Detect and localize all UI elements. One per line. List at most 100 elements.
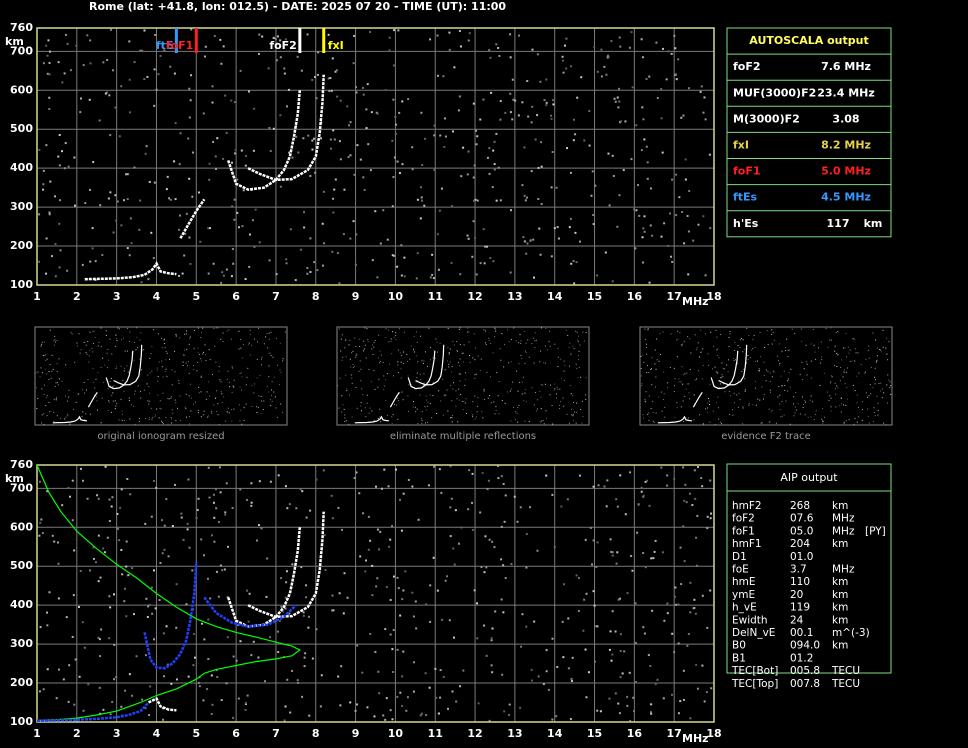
- noise-pixel: [100, 327, 102, 329]
- noise-pixel: [260, 395, 262, 397]
- noise-pixel: [500, 475, 503, 478]
- noise-pixel: [39, 376, 41, 378]
- noise-pixel: [114, 408, 116, 410]
- noise-pixel: [839, 405, 841, 407]
- noise-pixel: [554, 383, 556, 385]
- noise-pixel: [822, 420, 824, 422]
- noise-pixel: [419, 394, 421, 396]
- noise-pixel: [588, 144, 591, 147]
- noise-pixel: [619, 120, 622, 123]
- noise-pixel: [197, 361, 199, 363]
- noise-pixel: [487, 479, 490, 482]
- noise-pixel: [462, 146, 465, 149]
- noise-pixel: [341, 411, 343, 413]
- noise-pixel: [810, 377, 812, 379]
- noise-pixel: [651, 384, 653, 386]
- noise-pixel: [144, 707, 147, 710]
- noise-pixel: [596, 541, 599, 544]
- noise-pixel: [451, 690, 454, 693]
- noise-pixel: [523, 330, 525, 332]
- noise-pixel: [46, 54, 49, 57]
- noise-pixel: [175, 334, 177, 336]
- noise-pixel: [102, 547, 105, 550]
- noise-pixel: [610, 39, 613, 42]
- noise-pixel: [581, 422, 583, 424]
- noise-pixel: [302, 614, 305, 617]
- noise-pixel: [198, 392, 200, 394]
- noise-pixel: [534, 347, 536, 349]
- noise-pixel: [303, 656, 306, 659]
- noise-pixel: [451, 421, 453, 423]
- noise-pixel: [286, 105, 289, 108]
- noise-pixel: [456, 350, 458, 352]
- noise-pixel: [716, 402, 718, 404]
- noise-pixel: [276, 35, 279, 38]
- noise-pixel: [465, 412, 467, 414]
- noise-pixel: [187, 675, 190, 678]
- noise-pixel: [369, 632, 372, 635]
- noise-pixel: [232, 655, 235, 658]
- noise-pixel: [518, 363, 520, 365]
- noise-pixel: [208, 381, 210, 383]
- noise-pixel: [569, 385, 571, 387]
- noise-pixel: [605, 505, 608, 508]
- noise-pixel: [79, 569, 82, 572]
- noise-pixel: [689, 398, 691, 400]
- noise-pixel: [867, 396, 869, 398]
- noise-pixel: [204, 55, 207, 58]
- noise-pixel: [40, 345, 42, 347]
- noise-pixel: [403, 275, 406, 278]
- noise-pixel: [592, 590, 595, 593]
- noise-pixel: [192, 664, 195, 667]
- noise-pixel: [829, 394, 831, 396]
- noise-pixel: [291, 563, 294, 566]
- noise-pixel: [216, 676, 219, 679]
- noise-pixel: [607, 152, 610, 155]
- noise-pixel: [472, 401, 474, 403]
- noise-pixel: [307, 134, 310, 137]
- noise-pixel: [248, 265, 251, 268]
- noise-pixel: [196, 509, 199, 512]
- noise-pixel: [248, 344, 250, 346]
- noise-pixel: [786, 338, 788, 340]
- noise-pixel: [648, 504, 651, 507]
- noise-pixel: [139, 358, 141, 360]
- noise-pixel: [497, 166, 500, 169]
- noise-pixel: [510, 563, 513, 566]
- noise-pixel: [149, 357, 151, 359]
- noise-pixel: [56, 370, 58, 372]
- noise-pixel: [451, 417, 453, 419]
- noise-pixel: [53, 399, 55, 401]
- noise-pixel: [208, 496, 211, 499]
- y-tick-label: 700: [10, 44, 33, 57]
- noise-pixel: [154, 607, 157, 610]
- noise-pixel: [221, 271, 224, 274]
- noise-pixel: [757, 398, 759, 400]
- noise-pixel: [57, 61, 60, 64]
- noise-pixel: [320, 137, 323, 140]
- noise-pixel: [54, 341, 56, 343]
- noise-pixel: [710, 687, 713, 690]
- noise-pixel: [539, 361, 541, 363]
- noise-pixel: [648, 281, 651, 284]
- noise-pixel: [121, 410, 123, 412]
- noise-pixel: [184, 354, 186, 356]
- noise-pixel: [531, 343, 533, 345]
- noise-pixel: [574, 231, 577, 234]
- noise-pixel: [878, 382, 880, 384]
- noise-pixel: [494, 610, 497, 613]
- noise-pixel: [240, 372, 242, 374]
- noise-pixel: [476, 199, 479, 202]
- noise-pixel: [631, 86, 634, 89]
- noise-pixel: [53, 540, 56, 543]
- noise-pixel: [411, 485, 414, 488]
- noise-pixel: [338, 592, 341, 595]
- noise-pixel: [223, 568, 226, 571]
- noise-pixel: [810, 360, 812, 362]
- noise-pixel: [741, 338, 743, 340]
- noise-pixel: [773, 371, 775, 373]
- noise-pixel: [830, 327, 832, 329]
- noise-pixel: [885, 348, 887, 350]
- noise-pixel: [93, 382, 95, 384]
- noise-pixel: [433, 465, 436, 468]
